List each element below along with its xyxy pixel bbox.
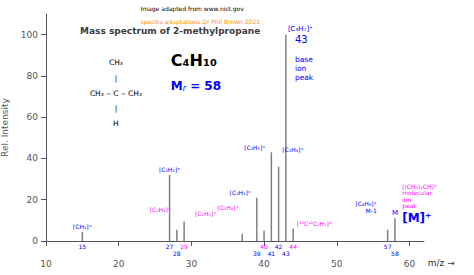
svg-text:Mass spectrum of 2-methylpropa: Mass spectrum of 2-methylpropane	[80, 26, 260, 36]
svg-text:H: H	[113, 119, 119, 128]
svg-text:[C₂H₄]⁺: [C₂H₄]⁺	[150, 206, 171, 213]
svg-text:base: base	[295, 55, 313, 64]
svg-text:41: 41	[268, 250, 276, 257]
svg-text:57: 57	[384, 243, 392, 250]
svg-text:|: |	[115, 104, 118, 113]
svg-text:[(CH₃)₃CH]⁺: [(CH₃)₃CH]⁺	[402, 183, 437, 190]
svg-text:[C₂H₅]⁺: [C₂H₅]⁺	[195, 210, 216, 217]
svg-text:[C₃H₃]⁺: [C₃H₃]⁺	[230, 189, 251, 196]
svg-text:58: 58	[391, 250, 399, 257]
svg-text:Rel. Intensity: Rel. Intensity	[0, 97, 10, 156]
svg-text:peak: peak	[295, 73, 314, 82]
svg-text:44: 44	[289, 243, 297, 250]
svg-text:42: 42	[275, 243, 283, 250]
svg-text:ion: ion	[402, 196, 412, 203]
svg-text:20: 20	[27, 195, 39, 205]
svg-text:m/z →: m/z →	[428, 258, 455, 268]
svg-text:39: 39	[253, 250, 261, 257]
svg-text:C₄H₁₀: C₄H₁₀	[171, 51, 217, 70]
svg-text:M-1: M-1	[366, 207, 377, 214]
svg-text:r: r	[182, 83, 186, 93]
svg-text:molecular: molecular	[402, 189, 432, 197]
svg-text:Image adapted from www.nist.go: Image adapted from www.nist.gov	[141, 5, 245, 13]
svg-text:[C₃H₇]⁺: [C₃H₇]⁺	[288, 25, 313, 33]
svg-text:CH₃ ‒ C ‒ CH₃: CH₃ ‒ C ‒ CH₃	[90, 89, 142, 98]
svg-text:27: 27	[166, 243, 174, 250]
svg-text:15: 15	[79, 243, 87, 250]
svg-text:100: 100	[21, 30, 38, 40]
svg-text:spectra adaptations Dr Phil Br: spectra adaptations Dr Phil Brown 2021	[141, 18, 261, 26]
svg-text:ion: ion	[295, 64, 307, 73]
svg-text:30: 30	[186, 259, 198, 269]
svg-text:40: 40	[258, 259, 270, 269]
svg-text:43: 43	[282, 250, 290, 257]
svg-text:[C₂H₃]⁺: [C₂H₃]⁺	[159, 166, 180, 173]
svg-text:0: 0	[32, 236, 38, 246]
svg-text:M: M	[171, 79, 183, 93]
svg-text:40: 40	[260, 243, 268, 250]
svg-text:= 58: = 58	[186, 79, 221, 93]
svg-text:[C₃H₅]⁺: [C₃H₅]⁺	[244, 144, 265, 151]
svg-text:[C₃H₄]⁺: [C₃H₄]⁺	[217, 204, 238, 211]
svg-text:[¹³C¹²C₂H₇]⁺: [¹³C¹²C₂H₇]⁺	[297, 220, 332, 227]
svg-text:40: 40	[27, 153, 39, 163]
svg-text:[CH₃]⁺: [CH₃]⁺	[73, 223, 92, 230]
svg-text:10: 10	[40, 259, 52, 269]
svg-text:peak: peak	[402, 202, 417, 210]
svg-text:[C₄H₉]⁺: [C₄H₉]⁺	[355, 200, 376, 207]
svg-text:CH₃: CH₃	[109, 58, 123, 67]
svg-text:29: 29	[180, 243, 188, 250]
svg-text:60: 60	[404, 259, 416, 269]
svg-text:80: 80	[27, 71, 39, 81]
svg-text:28: 28	[173, 250, 181, 257]
svg-text:50: 50	[331, 259, 343, 269]
svg-text:[M]⁺: [M]⁺	[402, 211, 431, 225]
svg-text:M: M	[392, 209, 398, 217]
svg-text:43: 43	[295, 34, 308, 45]
svg-text:[C₃H₆]⁺: [C₃H₆]⁺	[282, 146, 303, 153]
svg-text:60: 60	[27, 112, 39, 122]
svg-text:|: |	[115, 74, 118, 83]
svg-text:20: 20	[113, 259, 125, 269]
